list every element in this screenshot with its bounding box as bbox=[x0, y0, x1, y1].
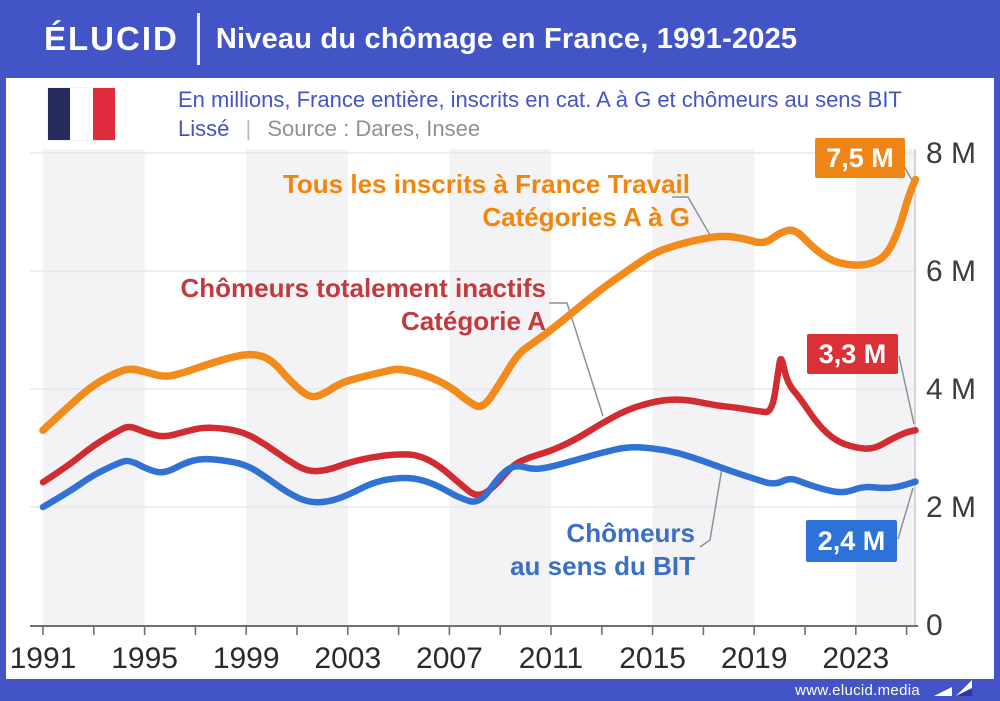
connector-label-inscrits bbox=[672, 196, 711, 236]
series-label-inscrits-line2: Catégories A à G bbox=[482, 202, 690, 232]
flag-stripe-blue bbox=[48, 88, 71, 140]
x-axis-label: 1991 bbox=[10, 642, 77, 675]
elucid-flag-icon bbox=[934, 680, 972, 696]
series-label-categorie-a-line2: Catégorie A bbox=[401, 306, 546, 336]
series-line-inscrits bbox=[39, 175, 920, 435]
separator: | bbox=[245, 116, 252, 141]
connector-badge-categorie-a bbox=[898, 355, 915, 425]
page-title: Niveau du chômage en France, 1991-2025 bbox=[215, 22, 798, 55]
series-label-bit-line1: Chômeurs bbox=[566, 518, 695, 548]
chart-subtitle: En millions, France entière, inscrits en… bbox=[178, 87, 902, 112]
website-url: www.elucid.media bbox=[795, 681, 920, 699]
header-bar: ÉLUCID Niveau du chômage en France, 1991… bbox=[0, 0, 1000, 78]
x-axis-label: 2003 bbox=[314, 642, 381, 675]
value-badge-categorie-a: 3,3 M bbox=[807, 334, 898, 374]
subtitle-block: En millions, France entière, inscrits en… bbox=[48, 86, 990, 144]
frame-border-right bbox=[994, 0, 1000, 701]
background-band bbox=[652, 149, 755, 625]
source-text: Source : Dares, Insee bbox=[267, 116, 481, 141]
y-axis-label: 2 M bbox=[926, 491, 976, 524]
y-axis-label: 6 M bbox=[926, 255, 976, 288]
y-axis-label: 0 bbox=[926, 609, 943, 642]
connector-badge-bit bbox=[897, 487, 914, 540]
connector-label-categorie-a bbox=[549, 302, 604, 417]
series-label-inscrits: Tous les inscrits à France Travail Catég… bbox=[283, 168, 690, 234]
series-line-bit bbox=[39, 444, 919, 511]
series-label-bit-line2: au sens du BIT bbox=[510, 551, 695, 581]
series-label-bit: Chômeurs au sens du BIT bbox=[510, 517, 695, 583]
x-axis-label: 1999 bbox=[213, 642, 280, 675]
value-badge-inscrits: 7,5 M bbox=[815, 138, 905, 178]
x-axis-label: 1995 bbox=[111, 642, 178, 675]
y-axis-label: 8 M bbox=[926, 137, 976, 170]
elucid-logo: ÉLUCID bbox=[44, 20, 179, 57]
x-axis-label: 2019 bbox=[721, 642, 788, 675]
series-label-categorie-a: Chômeurs totalement inactifs Catégorie A bbox=[180, 272, 546, 338]
chart-source-line: Lissé | Source : Dares, Insee bbox=[178, 114, 902, 144]
series-label-inscrits-line1: Tous les inscrits à France Travail bbox=[282, 169, 690, 199]
header-divider bbox=[196, 13, 200, 65]
connector-label-bit bbox=[699, 467, 723, 548]
x-axis-label: 2007 bbox=[416, 642, 483, 675]
x-axis-label: 2023 bbox=[822, 642, 889, 675]
smoothing-note: Lissé bbox=[178, 116, 230, 141]
footer-bar: www.elucid.media bbox=[0, 679, 1000, 701]
french-flag-icon bbox=[48, 88, 115, 140]
frame-border-left bbox=[0, 0, 6, 701]
flag-stripe-white bbox=[70, 88, 93, 140]
series-label-categorie-a-line1: Chômeurs totalement inactifs bbox=[180, 273, 546, 303]
flag-stripe-red bbox=[92, 88, 115, 140]
value-badge-bit: 2,4 M bbox=[806, 520, 897, 562]
x-axis-label: 2011 bbox=[519, 642, 584, 675]
x-axis-label: 2015 bbox=[619, 642, 686, 675]
y-axis-label: 4 M bbox=[926, 373, 976, 406]
